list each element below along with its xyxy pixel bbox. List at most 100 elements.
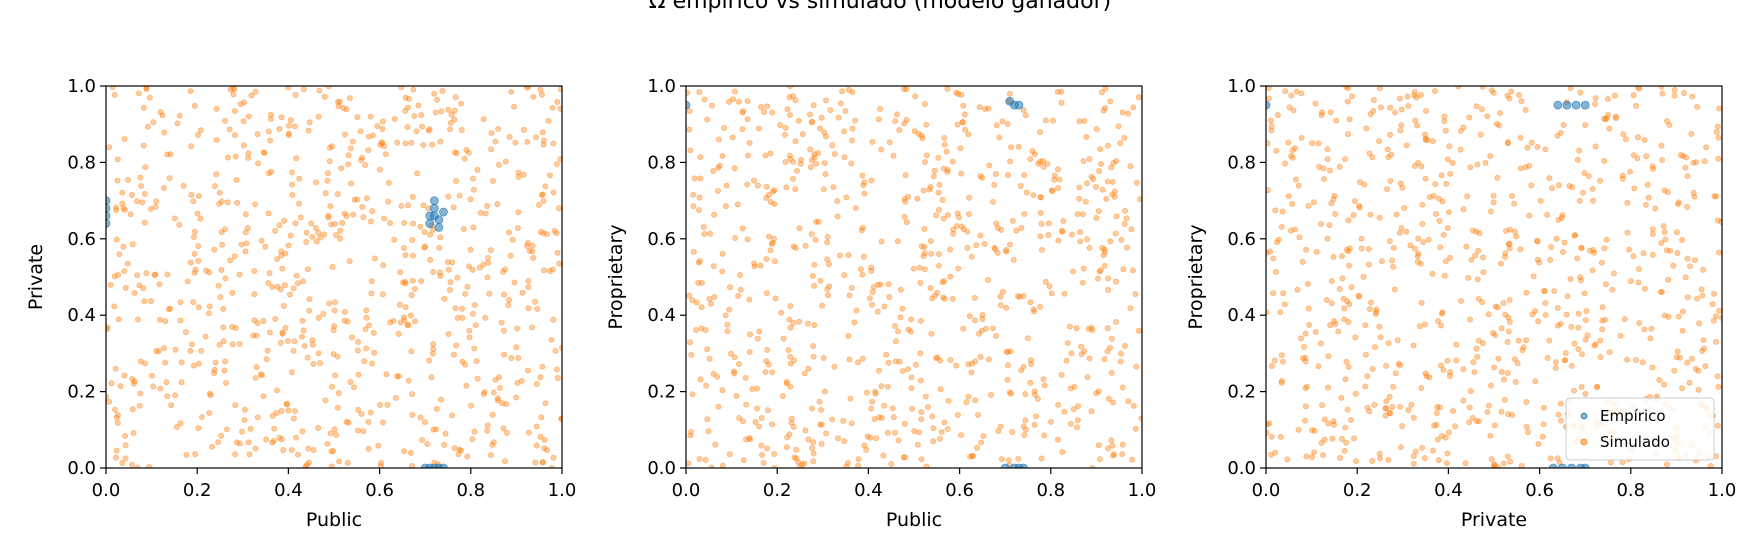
simulado-point xyxy=(1295,182,1302,189)
simulado-point xyxy=(1663,461,1670,468)
simulado-point xyxy=(198,347,205,354)
simulado-point xyxy=(787,302,794,309)
simulado-point xyxy=(368,290,375,297)
simulado-point xyxy=(1488,382,1495,389)
simulado-point xyxy=(157,109,164,116)
simulado-point xyxy=(210,370,217,377)
simulado-point xyxy=(350,211,357,218)
simulado-point xyxy=(733,392,740,399)
simulado-point xyxy=(765,191,772,198)
simulado-point xyxy=(1352,458,1359,465)
simulado-point xyxy=(451,116,458,123)
simulado-point xyxy=(1302,403,1309,410)
simulado-point xyxy=(1523,289,1530,296)
simulado-point xyxy=(977,232,984,239)
simulado-point xyxy=(1377,104,1384,111)
simulado-point xyxy=(271,425,278,432)
simulado-point xyxy=(941,295,948,302)
simulado-point xyxy=(286,130,293,137)
simulado-point xyxy=(1293,88,1300,95)
simulado-point xyxy=(346,258,353,265)
simulado-point xyxy=(1266,421,1271,428)
simulado-point xyxy=(1368,299,1375,306)
simulado-point xyxy=(695,279,702,286)
simulado-point xyxy=(408,391,415,398)
empirico-point xyxy=(1014,100,1024,110)
simulado-point xyxy=(454,314,461,321)
simulado-point xyxy=(1312,100,1319,107)
simulado-point xyxy=(1343,358,1350,365)
simulado-point xyxy=(255,160,262,167)
simulado-point xyxy=(484,255,491,262)
simulado-point xyxy=(1443,180,1450,187)
simulado-point xyxy=(213,105,220,112)
simulado-point xyxy=(1366,408,1373,415)
simulado-point xyxy=(309,233,316,240)
simulado-point xyxy=(1403,142,1410,149)
simulado-point xyxy=(1313,248,1320,255)
simulado-point xyxy=(876,367,883,374)
simulado-point xyxy=(378,459,385,466)
simulado-point xyxy=(1490,330,1497,337)
simulado-point xyxy=(1121,220,1128,227)
simulado-point xyxy=(917,317,924,324)
simulado-point xyxy=(834,198,841,205)
simulado-point xyxy=(944,86,951,92)
simulado-point xyxy=(357,128,364,135)
simulado-point xyxy=(1686,379,1693,386)
simulado-point xyxy=(292,220,299,227)
axes-frame xyxy=(685,85,1143,469)
simulado-point xyxy=(402,94,409,101)
simulado-point xyxy=(965,211,972,218)
simulado-point xyxy=(331,323,338,330)
simulado-point xyxy=(129,406,136,413)
simulado-point xyxy=(313,238,320,245)
simulado-point xyxy=(1387,410,1394,417)
simulado-point xyxy=(1711,290,1718,297)
simulado-point xyxy=(1643,153,1650,160)
simulado-point xyxy=(266,270,273,277)
simulado-point xyxy=(551,227,558,234)
simulado-point xyxy=(436,244,443,251)
simulado-point xyxy=(788,415,795,422)
simulado-point xyxy=(1692,257,1699,264)
simulado-point xyxy=(1367,211,1374,218)
simulado-point xyxy=(466,334,473,341)
simulado-point xyxy=(1447,369,1454,376)
simulado-point xyxy=(339,219,346,226)
simulado-point xyxy=(195,425,202,432)
simulado-point xyxy=(918,456,925,463)
simulado-point xyxy=(1612,113,1619,120)
simulado-point xyxy=(1105,445,1112,452)
simulado-point xyxy=(1037,233,1044,240)
simulado-point xyxy=(333,231,340,238)
simulado-point xyxy=(896,358,903,365)
simulado-point xyxy=(1517,165,1524,172)
simulado-point xyxy=(1031,388,1038,395)
simulado-point xyxy=(419,437,426,444)
simulado-point xyxy=(868,267,875,274)
simulado-point xyxy=(1641,326,1648,333)
simulado-point xyxy=(265,210,272,217)
simulado-point xyxy=(921,159,928,166)
simulado-point xyxy=(1317,340,1324,347)
simulado-point xyxy=(550,454,557,461)
simulado-point xyxy=(1075,403,1082,410)
simulado-point xyxy=(156,281,163,288)
simulado-point xyxy=(1345,319,1352,326)
simulado-point xyxy=(1445,429,1452,436)
simulado-point xyxy=(731,165,738,172)
simulado-point xyxy=(1004,362,1011,369)
simulado-point xyxy=(529,248,536,255)
simulado-point xyxy=(1506,318,1513,325)
y-tick-label: 0.6 xyxy=(647,229,676,250)
simulado-point xyxy=(957,145,964,152)
empirico-point xyxy=(1266,100,1271,110)
simulado-point xyxy=(1272,207,1279,214)
simulado-point xyxy=(724,321,731,328)
simulado-point xyxy=(1675,199,1682,206)
simulado-point xyxy=(1598,259,1605,266)
simulado-point xyxy=(1096,456,1103,463)
simulado-point xyxy=(195,360,202,367)
simulado-point xyxy=(1716,249,1722,256)
